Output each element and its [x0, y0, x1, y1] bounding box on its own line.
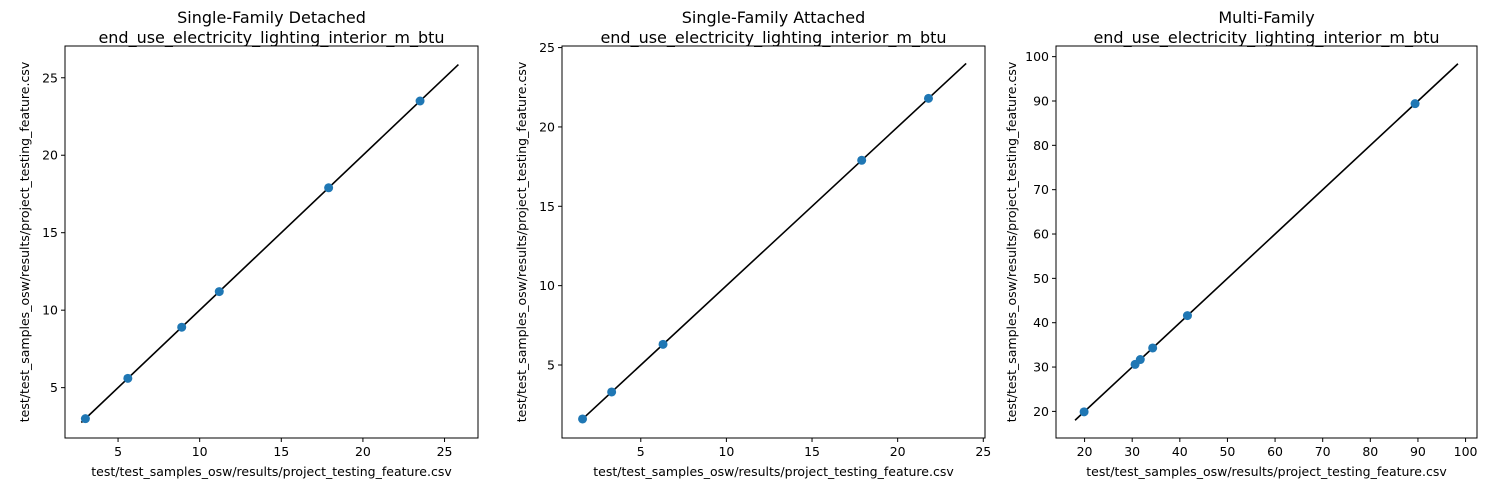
chart-title: Single-Family Detached end_use_electricit…: [98, 8, 444, 48]
chart-title-line-2: end_use_electricity_lighting_interior_m_…: [1093, 28, 1439, 48]
x-tick-label: 90: [1410, 444, 1426, 459]
x-tick-label: 100: [1454, 444, 1478, 459]
x-tick-label: 20: [355, 444, 371, 459]
chart-title-line-2: end_use_electricity_lighting_interior_m_…: [600, 28, 946, 48]
data-point: [1148, 343, 1158, 353]
x-tick-label: 20: [1077, 444, 1093, 459]
x-tick-label: 25: [975, 444, 991, 459]
y-axis-label: test/test_samples_osw/results/project_te…: [1004, 61, 1019, 422]
data-point: [658, 339, 668, 349]
chart-title-line-2: end_use_electricity_lighting_interior_m_…: [98, 28, 444, 48]
x-axis-label: test/test_samples_osw/results/project_te…: [91, 464, 452, 479]
x-tick-label: 25: [437, 444, 453, 459]
y-tick-label: 5: [547, 357, 555, 372]
y-tick-label: 40: [1033, 315, 1049, 330]
y-tick-label: 50: [1033, 271, 1049, 286]
data-point: [923, 93, 933, 103]
data-point: [177, 322, 187, 332]
data-point: [1182, 311, 1192, 321]
y-tick-label: 30: [1033, 360, 1049, 375]
axes-frame: [561, 45, 986, 439]
x-tick-label: 30: [1124, 444, 1140, 459]
x-tick-label: 15: [273, 444, 289, 459]
x-tick-label: 80: [1362, 444, 1378, 459]
x-tick-label: 10: [192, 444, 208, 459]
x-tick-label: 60: [1267, 444, 1283, 459]
y-tick-label: 60: [1033, 227, 1049, 242]
data-point: [415, 96, 425, 106]
data-point: [123, 373, 133, 383]
x-tick-label: 15: [804, 444, 820, 459]
chart-title-line-1: Single-Family Detached: [177, 8, 366, 27]
y-tick-label: 70: [1033, 182, 1049, 197]
data-point: [578, 414, 588, 424]
chart-panel-2: Single-Family Attached end_use_electricit…: [514, 8, 991, 479]
y-tick-label: 90: [1033, 93, 1049, 108]
data-point: [1079, 407, 1089, 417]
data-point: [1410, 99, 1420, 109]
data-point: [80, 414, 90, 424]
x-tick-label: 20: [890, 444, 906, 459]
x-tick-label: 5: [637, 444, 645, 459]
y-tick-label: 5: [50, 380, 58, 395]
data-point: [214, 287, 224, 297]
chart-title: Single-Family Attached end_use_electricit…: [600, 8, 946, 48]
identity-line: [580, 62, 967, 422]
y-axis-label: test/test_samples_osw/results/project_te…: [17, 61, 32, 422]
chart-title-line-1: Single-Family Attached: [682, 8, 865, 27]
y-tick-label: 20: [1033, 404, 1049, 419]
y-tick-label: 100: [1025, 49, 1049, 64]
chart-title-line-1: Multi-Family: [1218, 8, 1314, 27]
y-tick-label: 25: [539, 40, 555, 55]
y-tick-label: 10: [539, 278, 555, 293]
y-tick-label: 25: [42, 70, 58, 85]
chart-title: Multi-Family end_use_electricity_lighting…: [1093, 8, 1439, 48]
x-tick-label: 40: [1172, 444, 1188, 459]
x-tick-label: 5: [114, 444, 122, 459]
y-tick-label: 15: [539, 199, 555, 214]
identity-line: [80, 64, 459, 424]
axes-frame: [64, 45, 479, 439]
y-tick-label: 20: [539, 119, 555, 134]
x-tick-label: 70: [1315, 444, 1331, 459]
y-axis-label: test/test_samples_osw/results/project_te…: [514, 61, 529, 422]
x-tick-label: 10: [718, 444, 734, 459]
y-tick-label: 15: [42, 225, 58, 240]
data-point: [1135, 355, 1145, 365]
x-axis-label: test/test_samples_osw/results/project_te…: [1086, 464, 1447, 479]
axes-frame: [1055, 45, 1478, 439]
y-tick-label: 80: [1033, 138, 1049, 153]
chart-panel-3: Multi-Family end_use_electricity_lighting…: [1004, 8, 1478, 479]
x-tick-label: 50: [1219, 444, 1235, 459]
x-axis-label: test/test_samples_osw/results/project_te…: [593, 464, 954, 479]
y-tick-label: 10: [42, 303, 58, 318]
data-point: [324, 183, 334, 193]
y-tick-label: 20: [42, 148, 58, 163]
data-point: [607, 387, 617, 397]
chart-panel-1: Single-Family Detached end_use_electricit…: [17, 8, 479, 479]
data-point: [857, 155, 867, 165]
